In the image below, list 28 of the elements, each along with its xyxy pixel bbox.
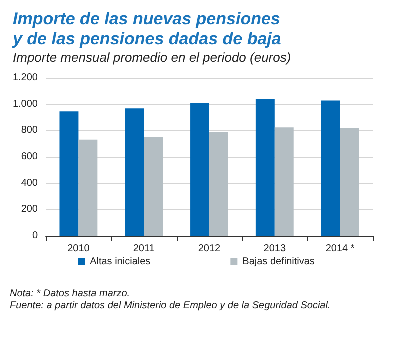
- chart-title: Importe de las nuevas pensiones y de las pensiones dadas de baja: [12, 10, 282, 48]
- legend-label: Bajas definitivas: [242, 256, 315, 268]
- x-tick-label: 2014 *: [326, 244, 355, 254]
- bar: [340, 128, 360, 236]
- bar: [256, 99, 275, 236]
- legend-label: Altas iniciales: [90, 256, 151, 268]
- bar: [210, 132, 228, 236]
- y-tick-label: 200: [21, 204, 38, 216]
- bar: [144, 136, 164, 236]
- x-tick-label: 2013: [264, 244, 286, 254]
- y-tick-label: 400: [21, 178, 38, 189]
- chart-subtitle: Importe mensual promedio en el periodo (euros): [13, 50, 292, 65]
- bar: [321, 100, 340, 236]
- y-tick-label: 1.200: [12, 72, 38, 84]
- y-tick-label: 800: [21, 125, 38, 136]
- bar: [60, 112, 79, 236]
- y-tick-label: 1.000: [12, 98, 38, 110]
- source-note: Fuente: a partir datos del Ministerio de Empleo y de la Seguridad Social.: [10, 300, 331, 312]
- bar: [78, 140, 98, 236]
- x-tick-label: 2010: [68, 244, 90, 254]
- bar: [274, 128, 294, 236]
- bar: [190, 103, 210, 236]
- x-tick-label: 2011: [133, 244, 156, 254]
- bar: [125, 108, 144, 236]
- text: Nota: * Datos hasta marzo.: [10, 288, 130, 300]
- y-tick-label: 0: [32, 230, 38, 242]
- y-tick-label: 600: [21, 152, 38, 162]
- x-tick-label: 2012: [198, 244, 222, 254]
